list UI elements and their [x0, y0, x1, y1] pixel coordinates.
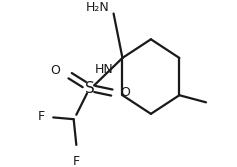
Text: O: O — [50, 64, 60, 77]
Text: HN: HN — [95, 63, 114, 76]
Text: S: S — [85, 81, 95, 96]
Text: O: O — [121, 86, 131, 99]
Text: F: F — [73, 155, 80, 167]
Text: F: F — [38, 110, 45, 123]
Text: H₂N: H₂N — [85, 1, 109, 14]
